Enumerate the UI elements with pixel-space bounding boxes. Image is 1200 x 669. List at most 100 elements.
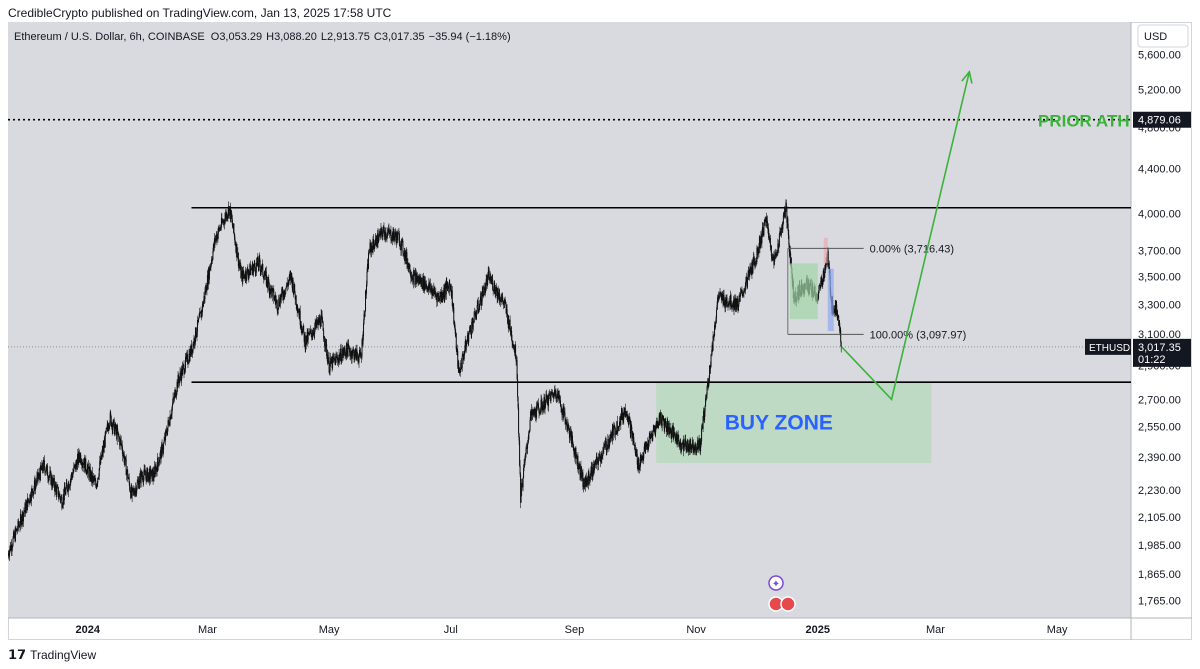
candle-body xyxy=(66,482,68,486)
candle-body xyxy=(415,272,417,274)
candle-body xyxy=(280,294,282,300)
candle-body xyxy=(338,357,340,363)
candle-body xyxy=(274,296,276,300)
sparkle-icon[interactable] xyxy=(768,575,784,591)
candle-body xyxy=(638,469,640,471)
candle-body xyxy=(29,494,31,501)
candle-body xyxy=(538,408,540,414)
candle-body xyxy=(586,479,588,481)
candle-body xyxy=(209,266,211,270)
candle-body xyxy=(129,482,131,490)
candle-body xyxy=(358,356,360,363)
candle-body xyxy=(305,345,307,349)
candle-body xyxy=(162,450,164,454)
candle-body xyxy=(693,447,695,453)
candle-body xyxy=(572,442,574,445)
candle-body xyxy=(739,292,741,297)
candle-body xyxy=(603,444,605,449)
candle-body xyxy=(469,326,471,330)
candle-body xyxy=(476,312,478,316)
candle-body xyxy=(538,403,540,409)
candle-body xyxy=(273,299,275,300)
candle-body xyxy=(591,467,593,477)
candle-body xyxy=(740,292,742,293)
candle-body xyxy=(401,239,403,241)
candle-body xyxy=(187,353,189,364)
candle-body xyxy=(320,314,322,327)
candle-body xyxy=(11,545,13,549)
candle-body xyxy=(670,429,672,439)
candle-body xyxy=(108,427,110,431)
candle-body xyxy=(139,476,141,484)
candle-body xyxy=(34,483,36,491)
candle-body xyxy=(790,257,792,268)
candle-body xyxy=(603,444,605,446)
candle-body xyxy=(442,295,444,298)
candle-body xyxy=(708,377,710,383)
candle-body xyxy=(836,304,838,313)
candle-body xyxy=(354,356,356,360)
candle-body xyxy=(21,520,23,525)
candle-body xyxy=(713,336,715,338)
candle-body xyxy=(319,317,321,326)
candle-body xyxy=(44,467,46,473)
candle-body xyxy=(777,243,779,249)
candle-body xyxy=(525,447,527,453)
candle-body xyxy=(592,463,594,474)
candle-body xyxy=(66,485,68,491)
current-price-tag xyxy=(1133,338,1191,367)
chart[interactable]: BUY ZONE PRIOR ATH 0.00% (3,716.43) 100.0… xyxy=(8,22,1192,640)
candle-body xyxy=(412,273,414,284)
projection-arrow[interactable] xyxy=(841,71,971,401)
candle-body xyxy=(742,293,744,296)
candle-body xyxy=(604,443,606,448)
candle-body xyxy=(112,426,114,431)
candle-body xyxy=(16,529,18,531)
candle-body xyxy=(307,333,309,341)
candle-body xyxy=(421,278,423,287)
candle-body xyxy=(157,457,159,472)
candle-body xyxy=(254,263,256,267)
candle-body xyxy=(579,463,581,475)
candles-layer xyxy=(8,199,842,562)
candle-body xyxy=(169,425,171,426)
candle-body xyxy=(445,282,447,295)
candle-body xyxy=(23,512,25,514)
candle-body xyxy=(530,411,532,420)
candle-body xyxy=(337,356,339,361)
price-tick-label: 2,700.00 xyxy=(1138,394,1181,406)
currency-button[interactable]: USD xyxy=(1137,24,1189,48)
candle-body xyxy=(70,474,72,479)
candle-body xyxy=(51,476,53,484)
candle-body xyxy=(38,472,40,476)
candle-body xyxy=(768,234,770,241)
candle-body xyxy=(136,482,138,490)
candle-body xyxy=(536,403,538,406)
level-lines: PRIOR ATH xyxy=(8,112,1131,383)
candle-body xyxy=(303,325,305,332)
candle-body xyxy=(614,425,616,436)
candle-body xyxy=(382,231,384,238)
candle-body xyxy=(769,238,771,248)
candle-body xyxy=(19,525,21,528)
candle-body xyxy=(272,288,274,290)
candle-body xyxy=(544,397,546,410)
candle-body xyxy=(85,470,87,473)
candle-body xyxy=(240,264,242,279)
candle-body xyxy=(828,263,830,269)
candle-body xyxy=(426,286,428,290)
candle-body xyxy=(515,358,517,362)
candle-body xyxy=(550,392,552,401)
candle-body xyxy=(776,253,778,255)
candle-body xyxy=(322,320,324,323)
candle-body xyxy=(520,495,522,503)
event-icon[interactable] xyxy=(780,596,796,612)
price-tick-label: 3,700.00 xyxy=(1138,245,1181,257)
indicator-icons[interactable]: ✦ xyxy=(768,575,796,612)
candle-body xyxy=(204,290,206,300)
candle-body xyxy=(680,447,682,451)
candle-body xyxy=(353,350,355,352)
candle-body xyxy=(53,478,55,489)
candle-body xyxy=(58,496,60,498)
candle-body xyxy=(547,395,549,405)
